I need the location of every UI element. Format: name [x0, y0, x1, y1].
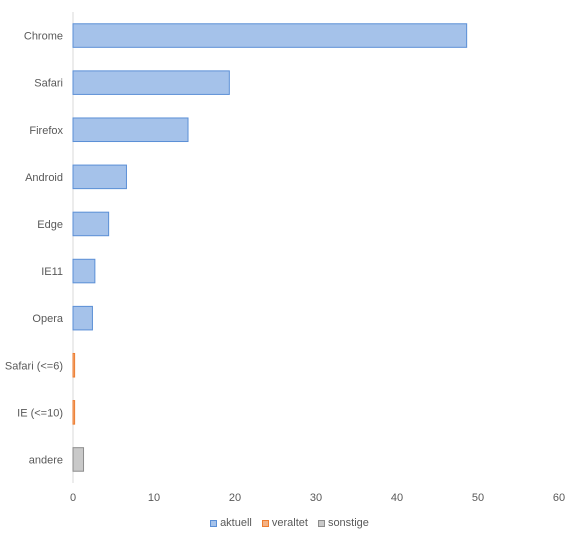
category-label: Opera: [32, 313, 63, 325]
legend-item-sonstige: sonstige: [317, 517, 369, 529]
legend-swatch-sonstige: [317, 519, 325, 527]
category-label: Safari (<=6): [5, 360, 63, 372]
legend-label-veraltet: veraltet: [271, 517, 308, 529]
legend-label-aktuell: aktuell: [220, 517, 252, 529]
bar-veraltet: [72, 400, 76, 425]
x-tick-label: 20: [229, 492, 241, 504]
legend-swatch-aktuell: [210, 519, 218, 527]
category-label: andere: [29, 454, 63, 466]
category-label: Edge: [37, 219, 63, 231]
bar-aktuell: [72, 117, 189, 143]
category-label: Firefox: [29, 125, 63, 137]
bar-aktuell: [72, 211, 110, 237]
legend-item-aktuell: aktuell: [210, 517, 252, 529]
bar-aktuell: [72, 70, 230, 95]
x-tick-label: 10: [148, 492, 160, 504]
x-tick-label: 50: [472, 492, 484, 504]
category-label: IE11: [41, 266, 63, 278]
legend-swatch-veraltet: [261, 519, 269, 527]
bar-aktuell: [72, 23, 468, 48]
bar-veraltet: [72, 352, 76, 378]
x-tick-label: 60: [553, 492, 565, 504]
category-label: Chrome: [24, 31, 63, 43]
bar-aktuell: [72, 164, 127, 190]
legend: aktuell veraltet sonstige: [0, 517, 579, 529]
x-tick-label: 30: [310, 492, 322, 504]
category-label: Android: [25, 172, 63, 184]
legend-item-veraltet: veraltet: [261, 517, 308, 529]
x-tick-label: 40: [391, 492, 403, 504]
x-tick-label: 0: [70, 492, 76, 504]
bar-aktuell: [72, 258, 96, 284]
category-label: IE (<=10): [17, 407, 63, 419]
bar-aktuell: [72, 305, 93, 331]
legend-label-sonstige: sonstige: [327, 517, 369, 529]
category-label: Safari: [34, 78, 63, 90]
bar-sonstige: [72, 447, 85, 472]
